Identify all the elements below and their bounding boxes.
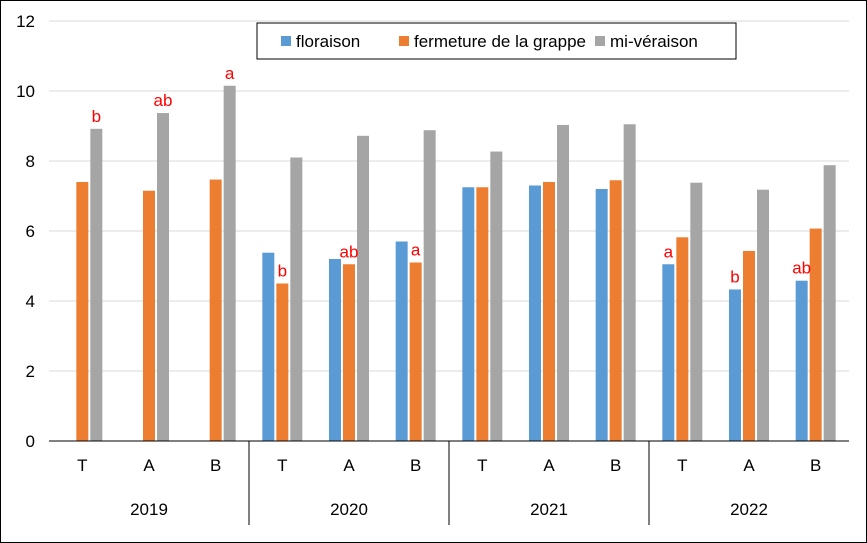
- x-category-label: A: [343, 456, 355, 475]
- x-group-label: 2019: [130, 500, 168, 519]
- x-group-label: 2022: [730, 500, 768, 519]
- significance-label: a: [225, 64, 235, 83]
- bar-fermeture-de-la-grappe: [543, 182, 555, 441]
- bar-mi-véraison: [290, 157, 303, 441]
- bar-mi-véraison: [823, 165, 836, 441]
- bar-fermeture-de-la-grappe: [209, 179, 222, 442]
- x-category-label: T: [277, 456, 287, 475]
- x-group-label: 2020: [330, 500, 368, 519]
- bar-mi-véraison: [157, 113, 169, 442]
- bar-mi-véraison: [757, 189, 769, 441]
- x-category-label: A: [543, 456, 555, 475]
- y-tick-label: 10: [16, 82, 35, 101]
- x-category-label: A: [743, 456, 755, 475]
- y-tick-label: 8: [26, 152, 35, 171]
- significance-label: b: [278, 262, 287, 281]
- legend-entry-label: fermeture de la grappe: [414, 32, 586, 51]
- significance-label: a: [411, 241, 421, 260]
- significance-label: ab: [792, 259, 811, 278]
- bar-mi-véraison: [623, 124, 636, 441]
- bar-floraison: [795, 280, 808, 441]
- legend-swatch-fermeture-de-la-grappe: [399, 36, 409, 46]
- bar-mi-véraison: [90, 128, 103, 442]
- legend-entry-label: mi-véraison: [610, 32, 698, 51]
- legend-box: [256, 22, 737, 60]
- x-category-label: B: [810, 456, 821, 475]
- x-category-label: B: [610, 456, 621, 475]
- x-category-label: B: [410, 456, 421, 475]
- bar-fermeture-de-la-grappe: [343, 264, 355, 441]
- bar-mi-véraison: [557, 124, 569, 441]
- bar-fermeture-de-la-grappe: [743, 250, 755, 441]
- bar-fermeture-de-la-grappe: [476, 187, 489, 441]
- x-group-label: 2021: [530, 500, 568, 519]
- y-tick-label: 6: [26, 222, 35, 241]
- bar-floraison: [462, 187, 475, 441]
- bar-mi-véraison: [223, 85, 236, 441]
- bar-fermeture-de-la-grappe: [676, 237, 689, 441]
- significance-label: b: [92, 107, 101, 126]
- bar-floraison: [729, 289, 741, 441]
- x-category-label: T: [677, 456, 687, 475]
- gridlines: [49, 20, 849, 372]
- significance-label: ab: [340, 242, 359, 261]
- x-category-label: T: [477, 456, 487, 475]
- bar-floraison: [329, 259, 341, 441]
- significance-label: b: [730, 267, 739, 286]
- bar-floraison: [595, 189, 608, 441]
- significance-label: a: [664, 242, 674, 261]
- x-category-label: A: [143, 456, 155, 475]
- bar-floraison: [262, 252, 275, 441]
- bar-mi-véraison: [423, 130, 436, 441]
- bar-fermeture-de-la-grappe: [76, 182, 89, 441]
- y-tick-label: 12: [16, 12, 35, 31]
- legend-swatch-floraison: [281, 36, 291, 46]
- bar-floraison: [662, 264, 675, 441]
- legend-entry-label: floraison: [296, 32, 360, 51]
- bar-fermeture-de-la-grappe: [409, 262, 422, 441]
- bar-fermeture-de-la-grappe: [143, 190, 155, 441]
- bar-fermeture-de-la-grappe: [809, 228, 822, 441]
- significance-label: ab: [154, 91, 173, 110]
- y-tick-label: 4: [26, 292, 35, 311]
- bar-floraison: [395, 241, 408, 441]
- axes: 0 2 4 6 8 10 12 T A B T A B T A B T A B 2019 2020 2021 2022: [16, 12, 849, 525]
- bar-mi-véraison: [357, 135, 369, 442]
- bar-mi-véraison: [490, 151, 503, 442]
- bar-floraison: [529, 185, 541, 441]
- y-tick-label: 0: [26, 432, 35, 451]
- x-category-label: T: [77, 456, 87, 475]
- y-tick-label: 2: [26, 362, 35, 381]
- bar-mi-véraison: [690, 182, 703, 441]
- bar-fermeture-de-la-grappe: [276, 283, 289, 441]
- bar-fermeture-de-la-grappe: [609, 180, 622, 441]
- legend-swatch-mi-véraison: [595, 36, 605, 46]
- bars: [76, 85, 836, 442]
- x-category-label: B: [210, 456, 221, 475]
- legend: floraison fermeture de la grappe mi-vérais…: [256, 22, 737, 60]
